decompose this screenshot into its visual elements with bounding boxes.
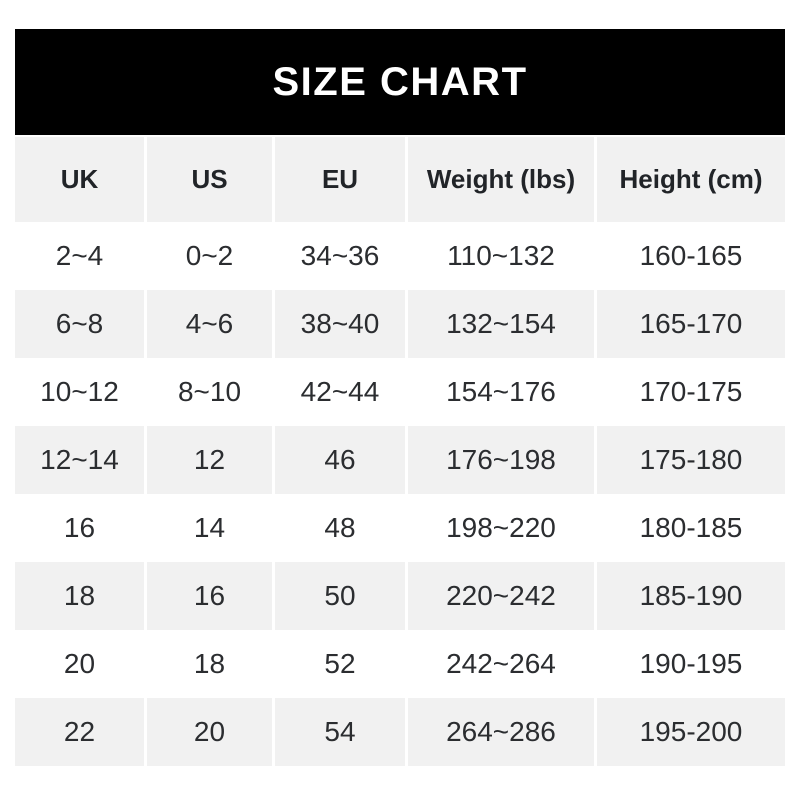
table-cell: 12 — [147, 426, 272, 494]
size-table-body: 2~4 0~2 34~36 110~132 160-165 6~8 4~6 38~40 132~… — [15, 222, 785, 766]
size-chart-title: SIZE CHART — [272, 59, 528, 104]
table-header-row: UK US EU Weight (lbs) Height (cm) — [15, 137, 785, 222]
table-cell: 0~2 — [147, 222, 272, 290]
table-cell: 48 — [275, 494, 405, 562]
table-row: 2~4 0~2 34~36 110~132 160-165 — [15, 222, 785, 290]
table-cell: 2~4 — [15, 222, 144, 290]
table-cell: 20 — [147, 698, 272, 766]
table-cell: 14 — [147, 494, 272, 562]
table-row: 12~14 12 46 176~198 175-180 — [15, 426, 785, 494]
table-cell: 16 — [147, 562, 272, 630]
table-cell: 160-165 — [597, 222, 785, 290]
table-cell: 175-180 — [597, 426, 785, 494]
table-row: 18 16 50 220~242 185-190 — [15, 562, 785, 630]
table-cell: 12~14 — [15, 426, 144, 494]
table-cell: 185-190 — [597, 562, 785, 630]
table-row: 16 14 48 198~220 180-185 — [15, 494, 785, 562]
table-cell: 190-195 — [597, 630, 785, 698]
table-row: 20 18 52 242~264 190-195 — [15, 630, 785, 698]
table-cell: 8~10 — [147, 358, 272, 426]
table-row: 6~8 4~6 38~40 132~154 165-170 — [15, 290, 785, 358]
table-cell: 198~220 — [408, 494, 594, 562]
size-table: UK US EU Weight (lbs) Height (cm) 2~4 0~2 34~3… — [15, 137, 785, 766]
table-cell: 176~198 — [408, 426, 594, 494]
table-cell: 46 — [275, 426, 405, 494]
table-cell: 132~154 — [408, 290, 594, 358]
column-header-us: US — [147, 137, 272, 222]
table-cell: 4~6 — [147, 290, 272, 358]
table-cell: 165-170 — [597, 290, 785, 358]
table-cell: 52 — [275, 630, 405, 698]
table-cell: 195-200 — [597, 698, 785, 766]
table-cell: 18 — [147, 630, 272, 698]
table-cell: 264~286 — [408, 698, 594, 766]
table-cell: 170-175 — [597, 358, 785, 426]
column-header-height-cm: Height (cm) — [597, 137, 785, 222]
table-cell: 18 — [15, 562, 144, 630]
table-cell: 54 — [275, 698, 405, 766]
table-cell: 110~132 — [408, 222, 594, 290]
table-cell: 50 — [275, 562, 405, 630]
column-header-uk: UK — [15, 137, 144, 222]
column-header-eu: EU — [275, 137, 405, 222]
table-row: 22 20 54 264~286 195-200 — [15, 698, 785, 766]
table-cell: 154~176 — [408, 358, 594, 426]
table-cell: 38~40 — [275, 290, 405, 358]
column-header-weight-lbs: Weight (lbs) — [408, 137, 594, 222]
table-cell: 16 — [15, 494, 144, 562]
size-chart-title-bar: SIZE CHART — [15, 29, 785, 135]
table-cell: 34~36 — [275, 222, 405, 290]
table-cell: 180-185 — [597, 494, 785, 562]
table-cell: 6~8 — [15, 290, 144, 358]
table-row: 10~12 8~10 42~44 154~176 170-175 — [15, 358, 785, 426]
table-cell: 22 — [15, 698, 144, 766]
table-cell: 220~242 — [408, 562, 594, 630]
table-cell: 242~264 — [408, 630, 594, 698]
table-cell: 42~44 — [275, 358, 405, 426]
table-cell: 10~12 — [15, 358, 144, 426]
table-cell: 20 — [15, 630, 144, 698]
